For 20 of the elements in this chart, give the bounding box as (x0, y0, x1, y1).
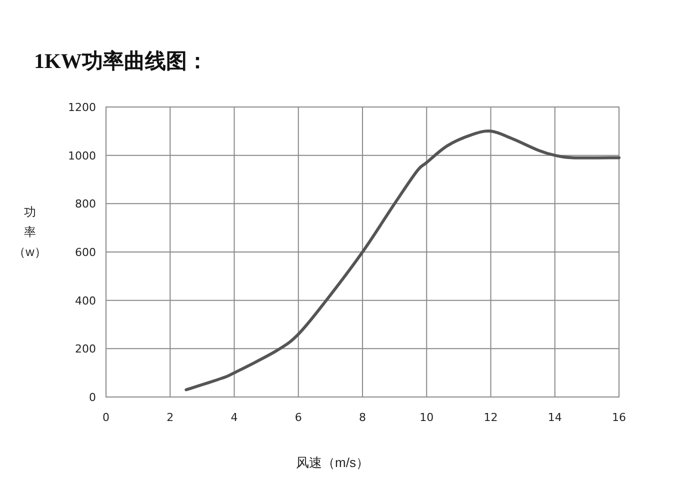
x-tick-label: 6 (294, 411, 302, 424)
y-tick-label: 1200 (68, 101, 96, 114)
x-tick-label: 10 (420, 411, 434, 424)
y-tick-label: 200 (75, 342, 96, 356)
x-tick-label: 8 (359, 411, 366, 424)
y-tick-label: 1000 (68, 149, 96, 162)
y-tick-label: 600 (75, 246, 96, 259)
x-axis-title: 风速（m/s） (296, 455, 369, 470)
x-tick-label: 14 (548, 411, 562, 424)
y-axis-title: 功率（w） (14, 205, 46, 259)
y-tick-label: 800 (75, 198, 96, 211)
x-tick-label: 0 (102, 411, 110, 424)
x-tick-label: 12 (484, 411, 498, 424)
y-tick-label: 0 (89, 391, 96, 404)
line-series (184, 130, 620, 392)
x-tick-label: 4 (230, 411, 238, 424)
chart-title: 1KW功率曲线图： (34, 49, 208, 73)
x-tick-label: 16 (612, 411, 626, 424)
y-tick-label: 400 (75, 294, 96, 308)
x-tick-label: 2 (166, 411, 174, 424)
